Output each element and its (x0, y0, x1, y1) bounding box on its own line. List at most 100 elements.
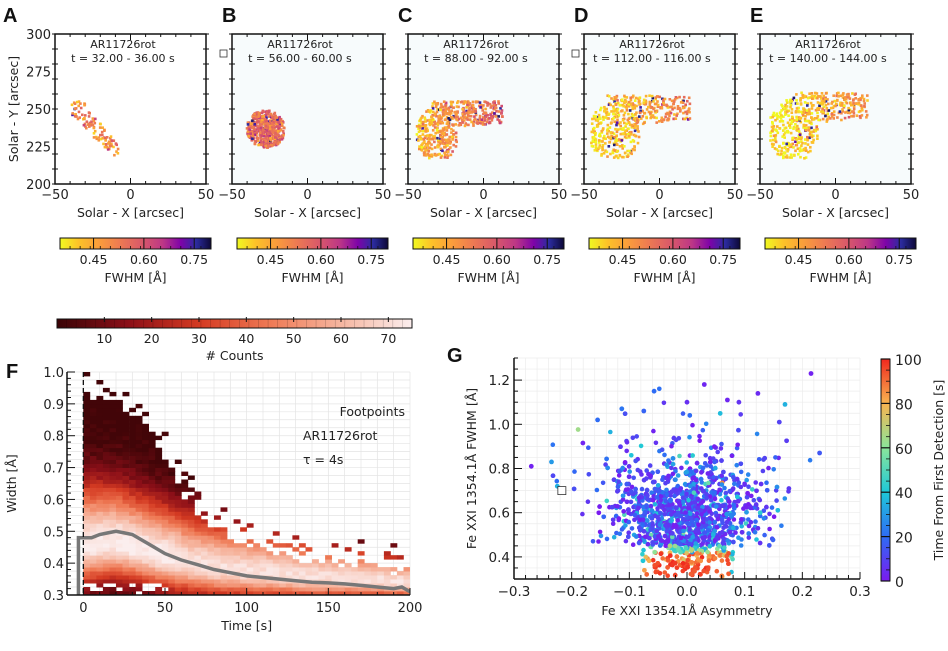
histogram-cell (305, 587, 313, 592)
pixel (598, 134, 601, 137)
histogram-cell (102, 547, 110, 552)
pixel (256, 139, 260, 143)
pixel (624, 129, 627, 133)
scatter-point (596, 539, 601, 544)
histogram-cell (135, 579, 143, 584)
pixel (821, 111, 824, 115)
pixel (684, 103, 687, 107)
histogram-cell (89, 503, 97, 508)
pixel (436, 123, 440, 126)
histogram-cell (109, 463, 117, 468)
histogram-cell (96, 443, 104, 449)
pixel (439, 139, 442, 143)
histogram-cell (233, 559, 241, 564)
pixel (422, 151, 426, 154)
pixel (439, 130, 442, 134)
histogram-cell (403, 591, 410, 595)
pixel (255, 131, 258, 134)
pixel (268, 127, 272, 131)
pixel (802, 147, 806, 151)
pixel (825, 107, 829, 110)
histogram-cell (285, 571, 293, 576)
pixel (593, 126, 596, 130)
time-window-label: t = 32.00 - 36.00 s (71, 52, 175, 65)
histogram-cell (285, 543, 293, 548)
scatter-point (700, 427, 706, 433)
pixel (655, 102, 658, 106)
histogram-cell (96, 559, 104, 564)
pixel (490, 117, 494, 120)
pixel (106, 148, 110, 151)
scatter-point (724, 524, 729, 529)
histogram-cell (194, 519, 202, 524)
pixel (421, 129, 425, 133)
pixel (254, 124, 257, 128)
pixel (430, 147, 434, 151)
histogram-cell (109, 487, 117, 492)
pixel (494, 115, 498, 118)
pixel (470, 120, 473, 124)
pixel (429, 109, 433, 112)
pixel (267, 109, 271, 113)
histogram-cell (83, 431, 91, 437)
histogram-cell (135, 555, 143, 560)
histogram-cell (161, 491, 169, 496)
pixel (786, 110, 789, 113)
histogram-cell (89, 571, 97, 576)
pixel (799, 120, 803, 124)
histogram-cell (89, 423, 97, 429)
histogram-cell (155, 507, 163, 512)
pixel (789, 143, 793, 146)
histogram-cell (285, 567, 293, 572)
histogram-cell (122, 419, 130, 425)
histogram-cell (240, 583, 247, 588)
pixel (847, 92, 850, 96)
histogram-cell (298, 591, 306, 595)
histogram-cell (377, 587, 385, 592)
pixel (488, 102, 492, 106)
pixel (859, 116, 862, 120)
histogram-cell (253, 559, 261, 564)
pixel (431, 117, 434, 121)
scatter-point (651, 428, 656, 434)
pixel (625, 96, 629, 99)
histogram-cell (122, 551, 130, 556)
scatter-point (627, 469, 632, 474)
histogram-cell (135, 583, 143, 588)
scatter-point (666, 473, 671, 479)
pixel (262, 135, 266, 138)
pixel (833, 99, 836, 103)
scatter-point (657, 386, 662, 392)
histogram-cell (135, 559, 143, 564)
pixel (803, 127, 807, 130)
pixel (451, 150, 454, 153)
pixel (802, 123, 806, 127)
pixel (272, 124, 276, 128)
pixel (780, 103, 783, 107)
pixel (280, 138, 284, 141)
pixel (248, 124, 252, 127)
histogram-cell (122, 575, 130, 580)
pixel (628, 131, 632, 134)
histogram-cell (174, 543, 182, 548)
histogram-cell (109, 547, 117, 552)
histogram-cell (181, 483, 189, 488)
pixel (468, 114, 472, 118)
pixel (421, 121, 425, 124)
histogram-cell (96, 487, 104, 492)
histogram-cell (122, 559, 130, 564)
pixel (842, 92, 845, 95)
histogram-cell (142, 475, 149, 480)
histogram-cell (89, 455, 97, 460)
histogram-cell (305, 583, 313, 588)
histogram-cell (383, 567, 391, 572)
pixel (821, 102, 825, 105)
pixel (606, 117, 609, 120)
histogram-cell (122, 479, 130, 484)
pixel (808, 121, 812, 125)
pixel (463, 119, 466, 122)
histogram-cell (109, 471, 117, 476)
histogram-cell (246, 567, 254, 572)
pixel (615, 154, 618, 158)
